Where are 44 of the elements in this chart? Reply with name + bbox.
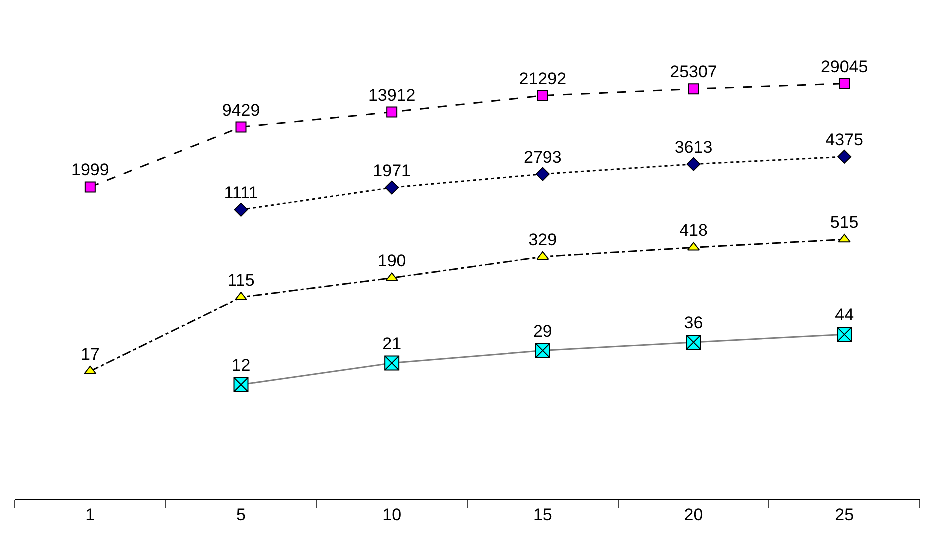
data-label: 4375 <box>826 130 864 150</box>
data-label: 2793 <box>524 148 562 167</box>
data-label: 44 <box>835 306 854 325</box>
data-label: 3613 <box>674 138 713 157</box>
point <box>384 356 400 371</box>
point <box>536 167 550 182</box>
point <box>385 180 400 195</box>
data-label: 29045 <box>820 57 868 76</box>
data-label: 25307 <box>670 62 718 82</box>
point <box>686 157 701 172</box>
point <box>839 78 850 90</box>
data-label: 13912 <box>368 86 416 105</box>
x-tick-label: 10 <box>382 505 402 524</box>
point <box>838 150 852 164</box>
point <box>535 343 550 358</box>
point <box>386 106 398 118</box>
data-label: 1999 <box>72 160 110 180</box>
x-tick-label: 1 <box>86 505 96 524</box>
point <box>537 90 548 102</box>
data-label: 1971 <box>373 161 411 180</box>
data-label: 9429 <box>222 100 260 120</box>
point <box>837 327 852 342</box>
data-label: 29 <box>533 322 552 341</box>
point <box>236 122 247 133</box>
x-tick-label: 20 <box>684 505 704 524</box>
data-label: 17 <box>80 344 100 364</box>
x-tick-label: 5 <box>236 505 246 524</box>
data-label: 515 <box>830 213 859 232</box>
point <box>234 202 248 217</box>
data-label: 190 <box>378 252 406 271</box>
x-tick-label: 25 <box>835 505 854 524</box>
point <box>84 182 96 193</box>
point <box>686 334 702 350</box>
point <box>688 84 700 95</box>
x-tick-label: 15 <box>533 505 552 524</box>
data-label: 329 <box>528 230 558 250</box>
data-label: 36 <box>684 313 704 332</box>
data-label: 12 <box>232 356 251 375</box>
data-label: 21292 <box>519 69 567 88</box>
data-label: 1111 <box>224 183 258 202</box>
data-label: 418 <box>680 221 708 240</box>
point <box>234 377 249 392</box>
data-label: 115 <box>228 271 255 290</box>
data-label: 21 <box>382 334 402 354</box>
